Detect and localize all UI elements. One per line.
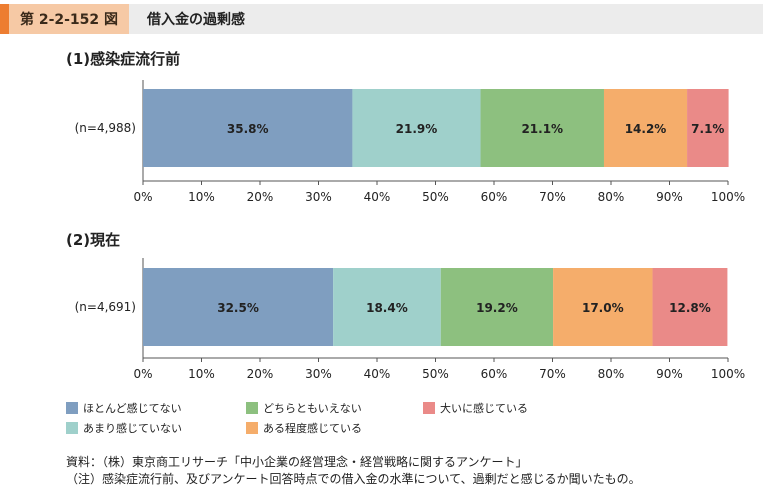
legend-item: 大いに感じている [423,400,528,416]
legend-label: ほとんど感じてない [83,402,182,415]
legend-label: 大いに感じている [440,402,528,415]
x-tick-label: 80% [598,190,625,204]
figure-number: 第 2-2-152 図 [9,4,129,34]
legend-item: ほとんど感じてない [66,400,182,416]
source-note: 資料：（株）東京商工リサーチ「中小企業の経営理念・経営戦略に関するアンケート」 [66,455,528,469]
legend-swatch [423,402,435,414]
chart2-title: (2)現在 [66,231,121,249]
x-tick-label: 20% [247,190,274,204]
chart1-svg: (n=4,988) 35.8% 21.9% 21.1% 14.2% 7.1% 0% 10% 20… [75,80,745,204]
data-label: 12.8% [669,301,711,315]
x-tick-label: 40% [364,367,391,381]
x-tick-label: 50% [422,367,449,381]
legend-item: ある程度感じている [246,420,362,436]
legend-label: どちらともいえない [263,402,362,415]
bar-segment [603,89,688,167]
x-tick-label: 10% [188,190,215,204]
x-tick-label: 0% [133,190,152,204]
bar-segment [553,268,653,346]
bar-segment [143,268,334,346]
x-tick-label: 70% [539,367,566,381]
data-label: 14.2% [625,122,667,136]
chart2-svg: (n=4,691) 32.5% 18.4% 19.2% 17.0% 12.8% 0% 10% 2… [75,258,745,381]
bar-segment [687,89,729,167]
legend-label: あまり感じていない [83,422,182,435]
x-tick-label: 60% [481,367,508,381]
data-label: 21.1% [521,122,563,136]
data-label: 32.5% [217,301,259,315]
x-tick-label: 10% [188,367,215,381]
legend-swatch [246,422,258,434]
legend-item: どちらともいえない [246,400,362,416]
x-tick-label: 50% [422,190,449,204]
bar-segment [652,268,728,346]
legend: ほとんど感じてない どちらともいえない 大いに感じている あまり感じていない あ… [66,400,626,440]
x-tick-label: 20% [247,367,274,381]
x-tick-label: 40% [364,190,391,204]
x-tick-label: 90% [656,190,683,204]
legend-item: あまり感じていない [66,420,182,436]
figure-title: 借入金の過剰感 [129,4,763,34]
data-label: 7.1% [691,122,724,136]
x-tick-label: 0% [133,367,152,381]
x-tick-label: 100% [711,190,745,204]
notes: 資料：（株）東京商工リサーチ「中小企業の経営理念・経営戦略に関するアンケート」 … [66,454,641,488]
x-tick-label: 100% [711,367,745,381]
bar-segment [440,268,554,346]
legend-swatch [66,402,78,414]
bar-segment [143,89,353,167]
figure-header: 第 2-2-152 図 借入金の過剰感 [0,4,763,34]
data-label: 35.8% [227,122,269,136]
legend-swatch [246,402,258,414]
x-tick-label: 60% [481,190,508,204]
x-tick-label: 70% [539,190,566,204]
legend-swatch [66,422,78,434]
x-tick-label: 30% [305,190,332,204]
data-label: 21.9% [396,122,438,136]
legend-label: ある程度感じている [263,422,362,435]
x-tick-label: 80% [598,367,625,381]
chart1-title: (1)感染症流行前 [66,50,181,68]
data-label: 18.4% [366,301,408,315]
data-label: 19.2% [476,301,518,315]
header-accent-bar [0,4,9,34]
data-label: 17.0% [582,301,624,315]
bar-segment [480,89,604,167]
category-label: (n=4,988) [75,121,136,135]
category-label: (n=4,691) [75,300,136,314]
footnote: （注）感染症流行前、及びアンケート回答時点での借入金の水準について、過剰だと感じ… [66,472,641,486]
x-tick-label: 90% [656,367,683,381]
bar-segment [352,89,481,167]
bar-segment [333,268,441,346]
x-tick-label: 30% [305,367,332,381]
